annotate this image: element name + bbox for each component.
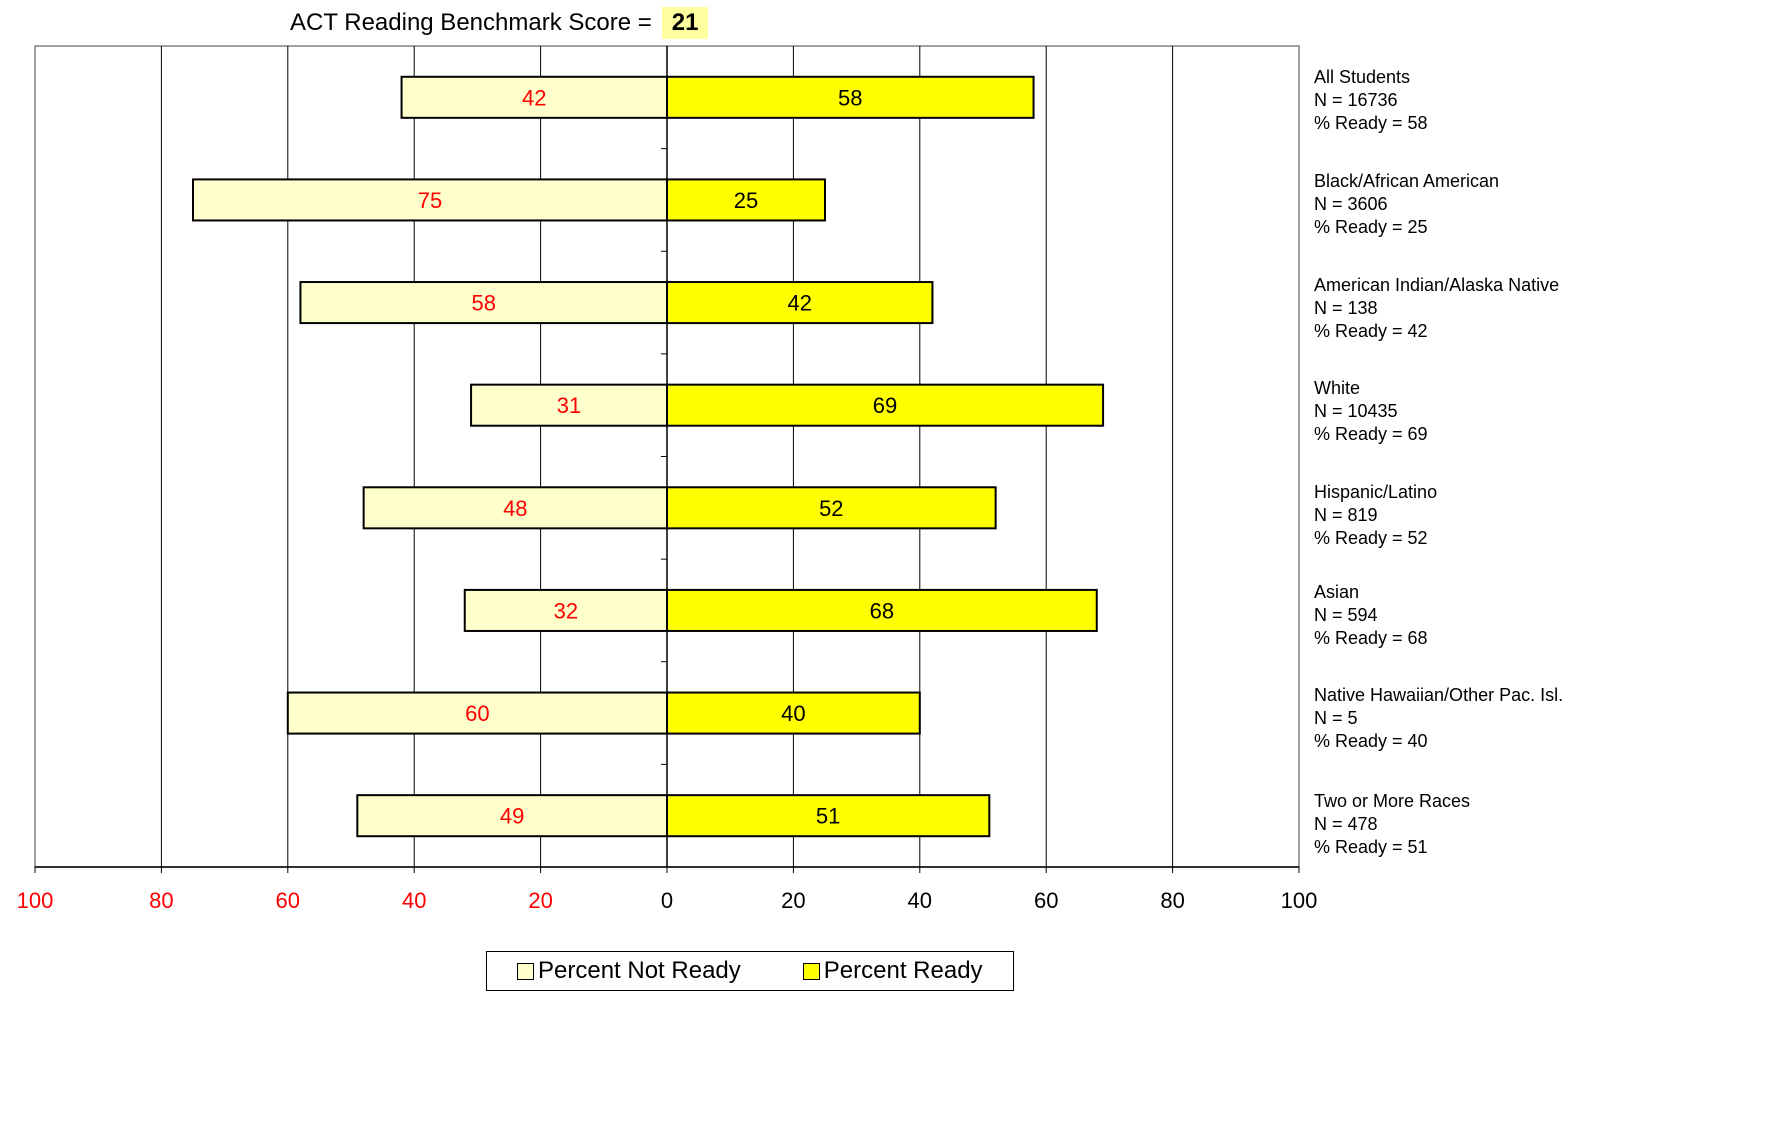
group-n: N = 819 xyxy=(1314,505,1378,525)
bar-not-ready xyxy=(356,794,668,838)
data-label-ready: 40 xyxy=(781,701,805,726)
group-name: American Indian/Alaska Native xyxy=(1314,275,1560,295)
group-ready: % Ready = 42 xyxy=(1314,321,1428,341)
legend-item-not-ready: Percent Not Ready xyxy=(517,957,741,985)
group-ready: % Ready = 69 xyxy=(1314,424,1428,444)
axes: 100 80 60 40 20 0 20 40 60 80 100 xyxy=(17,46,1318,913)
legend-item-ready: Percent Ready xyxy=(802,957,983,985)
group-name: Native Hawaiian/Other Pac. Isl. xyxy=(1314,685,1564,705)
data-label-ready: 58 xyxy=(838,85,862,110)
group-n: N = 3606 xyxy=(1314,194,1388,214)
data-label-ready: 42 xyxy=(787,291,811,316)
group-name: Asian xyxy=(1314,582,1360,602)
group-name: All Students xyxy=(1314,67,1411,87)
data-label-not-ready: 48 xyxy=(503,496,527,521)
bar-not-ready xyxy=(362,486,668,530)
group-ready: % Ready = 40 xyxy=(1314,731,1428,751)
data-label-not-ready: 42 xyxy=(522,85,546,110)
group-label-american-indian: American Indian/Alaska Native N = 138 % … xyxy=(1314,274,1559,343)
data-label-ready: 52 xyxy=(819,496,843,521)
group-name: White xyxy=(1314,378,1361,398)
benchmark-score: 21 xyxy=(661,7,709,39)
bar-not-ready xyxy=(470,383,668,427)
chart-legend: Percent Not Ready Percent Ready xyxy=(486,951,1014,991)
bars: 42 58 75 25 58 42 31 69 48 52 32 68 60 40 49 51 xyxy=(192,75,1105,838)
x-tick-label: 40 xyxy=(908,888,932,913)
x-tick-label: 100 xyxy=(1281,888,1318,913)
bar-not-ready xyxy=(286,691,668,735)
group-name: Black/African American xyxy=(1314,171,1500,191)
data-label-not-ready: 32 xyxy=(554,598,578,623)
group-label-black: Black/African American N = 3606 % Ready … xyxy=(1314,170,1499,239)
bar-ready xyxy=(666,486,997,530)
bar-ready xyxy=(666,588,1098,632)
x-tick-label: 40 xyxy=(402,888,426,913)
x-tick-label: 20 xyxy=(781,888,805,913)
x-tick-label: 60 xyxy=(1034,888,1058,913)
x-tick-label: 80 xyxy=(1160,888,1184,913)
bar-ready xyxy=(666,383,1105,427)
bar-not-ready xyxy=(463,588,669,632)
bar-ready xyxy=(666,75,1035,119)
bar-ready xyxy=(666,691,921,735)
data-label-not-ready: 75 xyxy=(418,188,442,213)
group-label-native-hawaiian: Native Hawaiian/Other Pac. Isl. N = 5 % … xyxy=(1314,684,1563,753)
bar-not-ready xyxy=(299,281,668,325)
benchmark-label: ACT Reading Benchmark Score = xyxy=(290,9,652,36)
group-n: N = 5 xyxy=(1314,708,1358,728)
data-label-not-ready: 31 xyxy=(557,393,581,418)
legend-swatch-ready xyxy=(802,962,820,980)
group-label-hispanic: Hispanic/Latino N = 819 % Ready = 52 xyxy=(1314,481,1437,550)
bar-ready xyxy=(666,281,934,325)
group-ready: % Ready = 51 xyxy=(1314,837,1428,857)
chart-header: ACT Reading Benchmark Score = 21 xyxy=(290,4,709,42)
x-tick-label: 100 xyxy=(17,888,54,913)
data-label-not-ready: 60 xyxy=(465,701,489,726)
x-tick-label: 20 xyxy=(528,888,552,913)
group-name: Hispanic/Latino xyxy=(1314,482,1438,502)
group-n: N = 10435 xyxy=(1314,401,1398,421)
group-n: N = 16736 xyxy=(1314,90,1398,110)
data-label-ready: 25 xyxy=(734,188,758,213)
data-label-not-ready: 49 xyxy=(500,804,524,829)
data-label-ready: 68 xyxy=(870,598,894,623)
group-n: N = 594 xyxy=(1314,605,1378,625)
bar-not-ready xyxy=(192,178,668,222)
group-ready: % Ready = 25 xyxy=(1314,217,1428,237)
bar-ready xyxy=(666,178,826,222)
group-n: N = 138 xyxy=(1314,298,1378,318)
x-tick-label: 60 xyxy=(276,888,300,913)
group-label-asian: Asian N = 594 % Ready = 68 xyxy=(1314,581,1428,650)
data-label-ready: 51 xyxy=(816,804,840,829)
x-tick-label: 80 xyxy=(149,888,173,913)
legend-label-not-ready: Percent Not Ready xyxy=(538,957,741,984)
group-name: Two or More Races xyxy=(1314,791,1471,811)
legend-swatch-not-ready xyxy=(517,962,534,980)
group-ready: % Ready = 52 xyxy=(1314,528,1428,548)
x-tick-label: 0 xyxy=(661,888,673,913)
group-label-white: White N = 10435 % Ready = 69 xyxy=(1314,377,1428,446)
group-ready: % Ready = 58 xyxy=(1314,113,1428,133)
group-label-all-students: All Students N = 16736 % Ready = 58 xyxy=(1314,66,1428,135)
group-label-two-or-more: Two or More Races N = 478 % Ready = 51 xyxy=(1314,790,1470,859)
data-label-not-ready: 58 xyxy=(471,291,495,316)
group-n: N = 478 xyxy=(1314,814,1378,834)
data-label-ready: 69 xyxy=(873,393,897,418)
legend-label-ready: Percent Ready xyxy=(823,957,983,984)
group-ready: % Ready = 68 xyxy=(1314,628,1428,648)
